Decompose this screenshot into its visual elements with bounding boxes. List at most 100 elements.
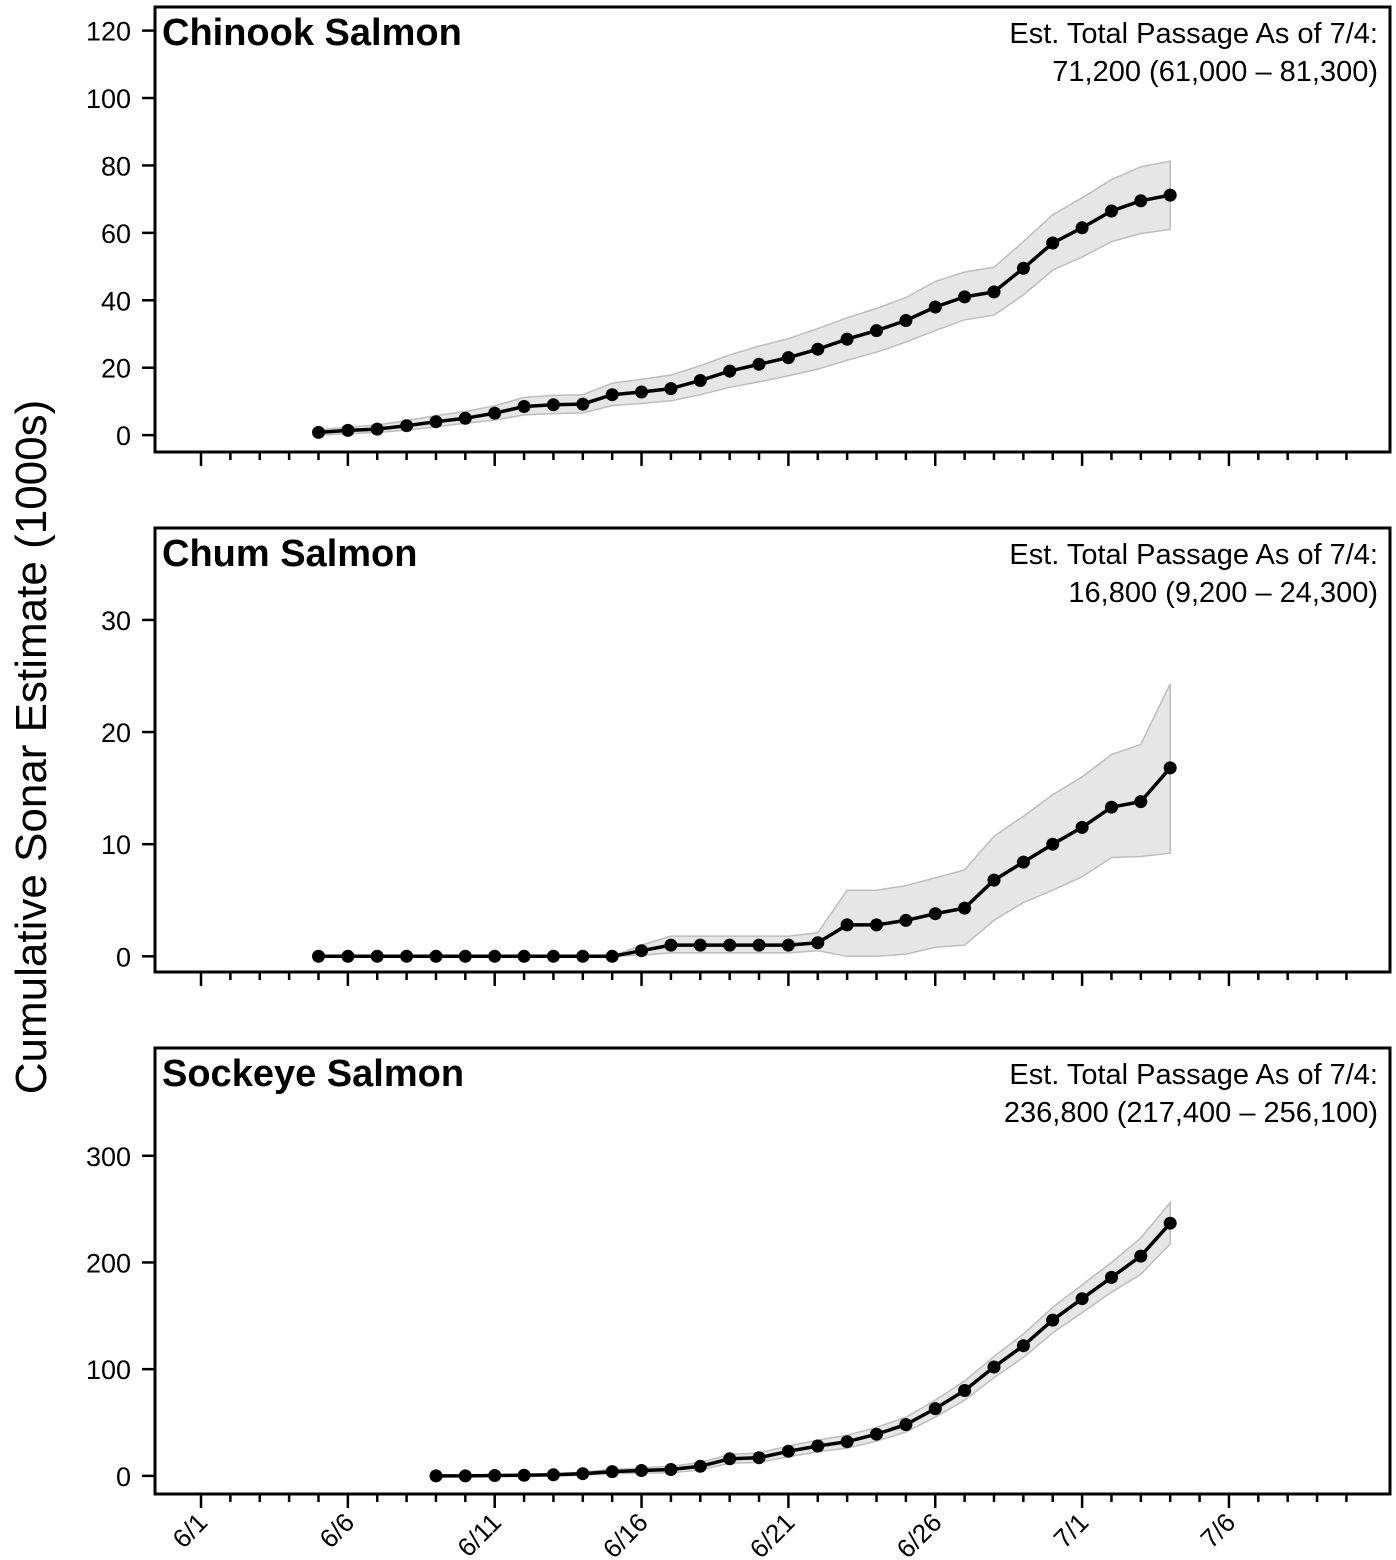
- data-point: [341, 423, 355, 437]
- data-point: [341, 949, 355, 963]
- data-point: [1105, 1270, 1118, 1284]
- y-tick-label: 10: [101, 830, 131, 860]
- data-point: [664, 382, 678, 396]
- data-point: [1046, 236, 1060, 250]
- annotation-line-1: Est. Total Passage As of 7/4:: [1009, 1059, 1378, 1091]
- data-point: [899, 913, 913, 927]
- annotation-line-2: 16,800 (9,200 – 24,300): [1068, 577, 1378, 609]
- data-point: [429, 949, 443, 963]
- data-point: [840, 1435, 854, 1449]
- plot-frame: [153, 5, 1392, 454]
- data-point: [781, 351, 795, 365]
- data-point: [635, 1464, 648, 1477]
- data-point: [1016, 855, 1030, 869]
- data-point: [987, 1360, 1001, 1374]
- data-point: [870, 324, 883, 338]
- chart-panel-1: 0 20 40 60 80 100 120 Chinook Salmon Est. Total …: [86, 5, 1392, 466]
- y-tick-label: 60: [101, 219, 131, 249]
- data-point: [928, 1402, 942, 1416]
- data-point: [752, 357, 766, 371]
- panel-title: Chinook Salmon: [162, 12, 462, 54]
- x-tick-label: 6/1: [166, 1507, 213, 1554]
- y-tick-label: 20: [101, 354, 131, 384]
- data-point: [1105, 800, 1118, 814]
- data-point: [1075, 1292, 1089, 1306]
- data-point: [576, 949, 590, 963]
- data-point: [576, 397, 590, 411]
- data-point: [1163, 188, 1177, 202]
- y-tick-label: 40: [101, 286, 131, 316]
- data-point: [870, 918, 883, 932]
- data-point: [400, 419, 414, 433]
- panel-title: Chum Salmon: [162, 533, 417, 575]
- x-tick-label: 7/1: [1048, 1507, 1095, 1554]
- data-point: [429, 1469, 443, 1483]
- data-point: [429, 415, 443, 429]
- data-point: [370, 422, 384, 436]
- data-point: [781, 1444, 795, 1458]
- x-tick-label: 6/16: [597, 1507, 654, 1560]
- chart-panel-3: 0 100 200 300 Sockeye Salmon Est. Total Passa…: [86, 1046, 1392, 1508]
- x-tick-label: 6/26: [891, 1507, 948, 1560]
- y-tick-label: 0: [116, 1462, 131, 1492]
- data-point: [958, 901, 972, 915]
- data-point: [870, 1427, 883, 1441]
- data-point: [1134, 194, 1148, 208]
- data-point: [1046, 1313, 1060, 1327]
- data-point: [987, 873, 1001, 887]
- data-point: [1046, 837, 1060, 851]
- plot-frame: [153, 1046, 1392, 1496]
- data-point: [664, 938, 678, 952]
- data-point: [1016, 1339, 1030, 1353]
- y-tick-label: 20: [101, 718, 131, 748]
- x-tick-label: 6/21: [744, 1507, 801, 1560]
- data-point: [488, 1469, 502, 1482]
- x-tick-label: 7/6: [1194, 1507, 1241, 1554]
- data-point: [605, 949, 619, 963]
- x-tick-label: 6/6: [313, 1507, 360, 1554]
- chart-panel-2: 0 10 20 30 Chum Salmon Est. Total Passage As …: [101, 526, 1392, 986]
- data-point: [811, 936, 825, 950]
- data-point: [1016, 261, 1030, 275]
- data-point: [664, 1463, 678, 1476]
- data-point: [458, 1469, 472, 1483]
- data-point: [370, 949, 384, 963]
- data-point: [458, 411, 472, 425]
- data-point: [1105, 204, 1118, 218]
- data-point: [781, 938, 795, 952]
- data-point: [723, 938, 737, 952]
- data-point: [752, 938, 766, 952]
- data-point: [1163, 761, 1177, 775]
- data-point: [811, 1439, 825, 1453]
- data-point: [693, 938, 707, 952]
- data-point: [635, 385, 648, 399]
- data-point: [312, 425, 325, 439]
- y-tick-label: 0: [116, 942, 131, 972]
- y-tick-label: 100: [86, 84, 131, 114]
- y-tick-label: 200: [86, 1248, 131, 1278]
- data-point: [400, 949, 414, 963]
- series-line: [436, 1222, 1172, 1478]
- data-point: [1134, 1249, 1148, 1263]
- data-point: [693, 374, 707, 387]
- data-point: [635, 944, 648, 958]
- data-point: [517, 949, 531, 963]
- panel-title: Sockeye Salmon: [162, 1053, 464, 1095]
- x-tick-label: 6/11: [451, 1507, 507, 1560]
- data-point: [899, 314, 913, 327]
- data-point: [546, 398, 560, 412]
- data-point: [1163, 1216, 1177, 1230]
- data-point: [693, 1459, 707, 1473]
- y-tick-label: 0: [116, 421, 131, 451]
- y-tick-label: 30: [101, 606, 131, 636]
- data-point: [488, 949, 502, 963]
- data-point: [546, 1468, 560, 1482]
- confidence-band: [317, 160, 1171, 436]
- y-tick-label: 80: [101, 151, 131, 181]
- annotation-line-2: 236,800 (217,400 – 256,100): [1004, 1097, 1378, 1129]
- data-point: [958, 1384, 972, 1397]
- data-point: [517, 400, 531, 413]
- data-point: [928, 907, 942, 921]
- y-tick-label: 120: [86, 17, 131, 47]
